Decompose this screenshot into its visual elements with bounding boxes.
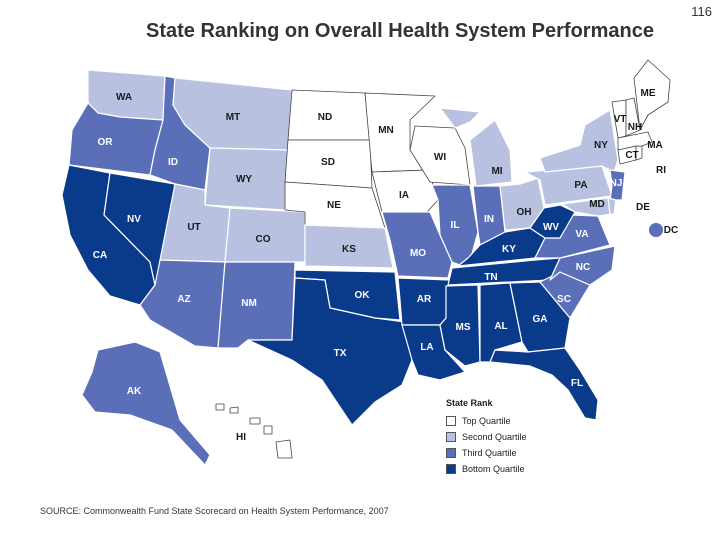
state-label-ma: MA <box>647 140 663 151</box>
state-label-nc: NC <box>576 262 590 273</box>
state-ma <box>617 131 653 151</box>
legend-item-bottom: Bottom Quartile <box>446 461 566 477</box>
state-label-oh: OH <box>517 207 532 218</box>
state-label-ri: RI <box>656 165 666 176</box>
state-label-al: AL <box>494 321 507 332</box>
state-label-az: AZ <box>177 294 190 305</box>
state-label-ks: KS <box>342 244 356 255</box>
state-label-ut: UT <box>187 222 200 233</box>
legend: State Rank Top Quartile Second Quartile … <box>446 398 566 477</box>
legend-item-second: Second Quartile <box>446 429 566 445</box>
legend-item-third: Third Quartile <box>446 445 566 461</box>
state-label-tn: TN <box>484 272 497 283</box>
state-dc-marker <box>649 223 663 237</box>
state-label-wi: WI <box>434 152 446 163</box>
state-label-mn: MN <box>378 125 394 136</box>
legend-label-top: Top Quartile <box>462 416 511 426</box>
state-label-in: IN <box>484 214 494 225</box>
state-md <box>561 197 613 217</box>
state-label-md: MD <box>589 199 605 210</box>
state-label-ok: OK <box>355 290 371 301</box>
state-ny <box>539 109 619 173</box>
state-ia <box>371 169 439 213</box>
state-label-nm: NM <box>241 298 257 309</box>
legend-label-second: Second Quartile <box>462 432 527 442</box>
state-label-wv: WV <box>543 222 559 233</box>
state-label-sd: SD <box>321 157 335 168</box>
state-label-hi: HI <box>236 432 246 443</box>
legend-swatch-top <box>446 416 456 426</box>
source-note: SOURCE: Commonwealth Fund State Scorecar… <box>40 506 389 516</box>
state-label-id: ID <box>168 157 178 168</box>
state-label-or: OR <box>98 137 114 148</box>
state-label-wy: WY <box>236 174 252 185</box>
state-label-wa: WA <box>116 92 132 103</box>
state-label-vt: VT <box>614 114 627 125</box>
state-label-ga: GA <box>533 314 548 325</box>
state-fl <box>489 347 599 421</box>
state-mo <box>381 211 453 279</box>
state-label-nj: NJ <box>610 178 623 189</box>
page-number: 116 <box>691 4 712 19</box>
state-label-fl: FL <box>571 378 583 389</box>
state-label-dc: DC <box>664 225 678 236</box>
legend-label-third: Third Quartile <box>462 448 517 458</box>
state-tx <box>247 277 413 426</box>
state-label-ca: CA <box>93 250 107 261</box>
legend-swatch-bottom <box>446 464 456 474</box>
state-ks <box>304 224 394 269</box>
state-label-nh: NH <box>628 122 642 133</box>
state-ms <box>439 284 481 367</box>
state-label-mi: MI <box>491 166 502 177</box>
state-label-tx: TX <box>334 348 347 359</box>
state-label-mo: MO <box>410 248 426 259</box>
state-label-nv: NV <box>127 214 141 225</box>
state-label-nd: ND <box>318 112 332 123</box>
legend-label-bottom: Bottom Quartile <box>462 464 525 474</box>
state-label-sc: SC <box>557 294 571 305</box>
state-label-me: ME <box>641 88 656 99</box>
state-label-va: VA <box>575 229 588 240</box>
state-label-co: CO <box>256 234 271 245</box>
state-mi <box>439 107 513 187</box>
state-de <box>607 197 617 215</box>
state-me <box>633 59 671 131</box>
legend-item-top: Top Quartile <box>446 413 566 429</box>
legend-swatch-third <box>446 448 456 458</box>
legend-title: State Rank <box>446 398 493 408</box>
state-label-ct: CT <box>625 150 638 161</box>
state-label-de: DE <box>636 202 650 213</box>
state-label-ky: KY <box>502 244 516 255</box>
state-label-ia: IA <box>399 190 409 201</box>
state-label-ar: AR <box>417 294 432 305</box>
state-ak <box>81 341 211 466</box>
state-label-pa: PA <box>574 180 587 191</box>
legend-swatch-second <box>446 432 456 442</box>
state-label-ms: MS <box>456 322 471 333</box>
state-label-la: LA <box>420 342 433 353</box>
state-label-mt: MT <box>226 112 240 123</box>
state-label-ne: NE <box>327 200 341 211</box>
map-title: State Ranking on Overall Health System P… <box>146 20 654 42</box>
state-hi <box>215 403 293 459</box>
state-label-il: IL <box>451 220 460 231</box>
state-label-ny: NY <box>594 140 608 151</box>
state-label-ak: AK <box>127 386 142 397</box>
